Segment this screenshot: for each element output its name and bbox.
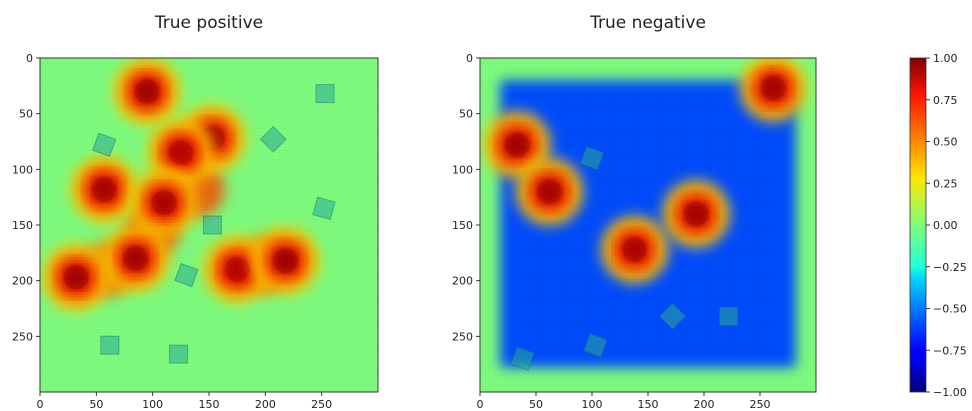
square-marker <box>659 302 687 330</box>
square-marker <box>169 344 189 364</box>
heat-field <box>40 58 378 392</box>
colorbar-tick-label: 0.00 <box>933 219 958 232</box>
colorbar-tick-label: −0.50 <box>933 303 967 316</box>
colorbar: 1.00 0.75 0.50 0.25 0.00 −0.25 −0.50 −0.75 −1.00 <box>909 52 967 399</box>
square-marker <box>312 196 336 220</box>
x-tick-label: 200 <box>255 398 276 411</box>
x-tick-label: 250 <box>311 398 332 411</box>
y-tick-label: 250 <box>12 330 33 343</box>
heat-field <box>480 58 816 392</box>
colorbar-tick-label: −0.75 <box>933 344 967 357</box>
y-tick-label: 200 <box>12 275 33 288</box>
x-tick-label: 250 <box>750 398 771 411</box>
square-marker <box>259 125 287 153</box>
x-tick-label: 100 <box>582 398 603 411</box>
heatmap-true-positive: 0 50 100 150 200 250 0 50 100 150 200 250 <box>12 52 379 411</box>
colorbar-ticks: 1.00 0.75 0.50 0.25 0.00 −0.25 −0.50 −0.75 −1.00 <box>926 52 967 399</box>
x-tick-label: 0 <box>37 398 44 411</box>
x-tick-label: 150 <box>638 398 659 411</box>
square-marker <box>315 84 335 104</box>
square-marker <box>174 262 199 288</box>
colorbar-tick-label: −1.00 <box>933 386 967 399</box>
x-tick-label: 100 <box>142 398 163 411</box>
colorbar-tick-label: −0.25 <box>933 261 967 274</box>
y-tick-label: 0 <box>466 52 473 65</box>
colorbar-tick-label: 1.00 <box>933 52 958 65</box>
y-tick-label: 100 <box>452 163 473 176</box>
y-tick-label: 150 <box>12 219 33 232</box>
colorbar-tick-label: 0.75 <box>933 94 958 107</box>
y-tick-label: 250 <box>452 330 473 343</box>
y-tick-label: 50 <box>459 108 473 121</box>
square-marker <box>202 215 222 235</box>
panel-title-true-positive: True positive <box>154 13 263 33</box>
heatmap-true-negative: 0 50 100 150 200 250 0 50 100 150 200 250 <box>452 52 817 411</box>
x-tick-label: 0 <box>477 398 484 411</box>
y-tick-label: 150 <box>452 219 473 232</box>
colorbar-gradient <box>909 57 927 393</box>
y-tick-label: 50 <box>19 108 33 121</box>
x-tick-label: 200 <box>694 398 715 411</box>
pixel-grid <box>480 58 816 392</box>
square-marker <box>579 146 605 171</box>
x-tick-label: 150 <box>199 398 220 411</box>
x-tick-label: 50 <box>529 398 543 411</box>
y-tick-label: 200 <box>452 275 473 288</box>
square-marker <box>100 335 120 355</box>
square-marker <box>719 306 739 326</box>
colorbar-tick-label: 0.25 <box>933 177 958 190</box>
colorbar-tick-label: 0.50 <box>933 136 958 149</box>
y-tick-label: 100 <box>12 163 33 176</box>
square-marker <box>583 333 608 358</box>
y-tick-label: 0 <box>26 52 33 65</box>
panel-title-true-negative: True negative <box>589 13 706 33</box>
square-marker <box>510 346 535 371</box>
x-tick-label: 50 <box>89 398 103 411</box>
square-marker <box>92 132 117 158</box>
